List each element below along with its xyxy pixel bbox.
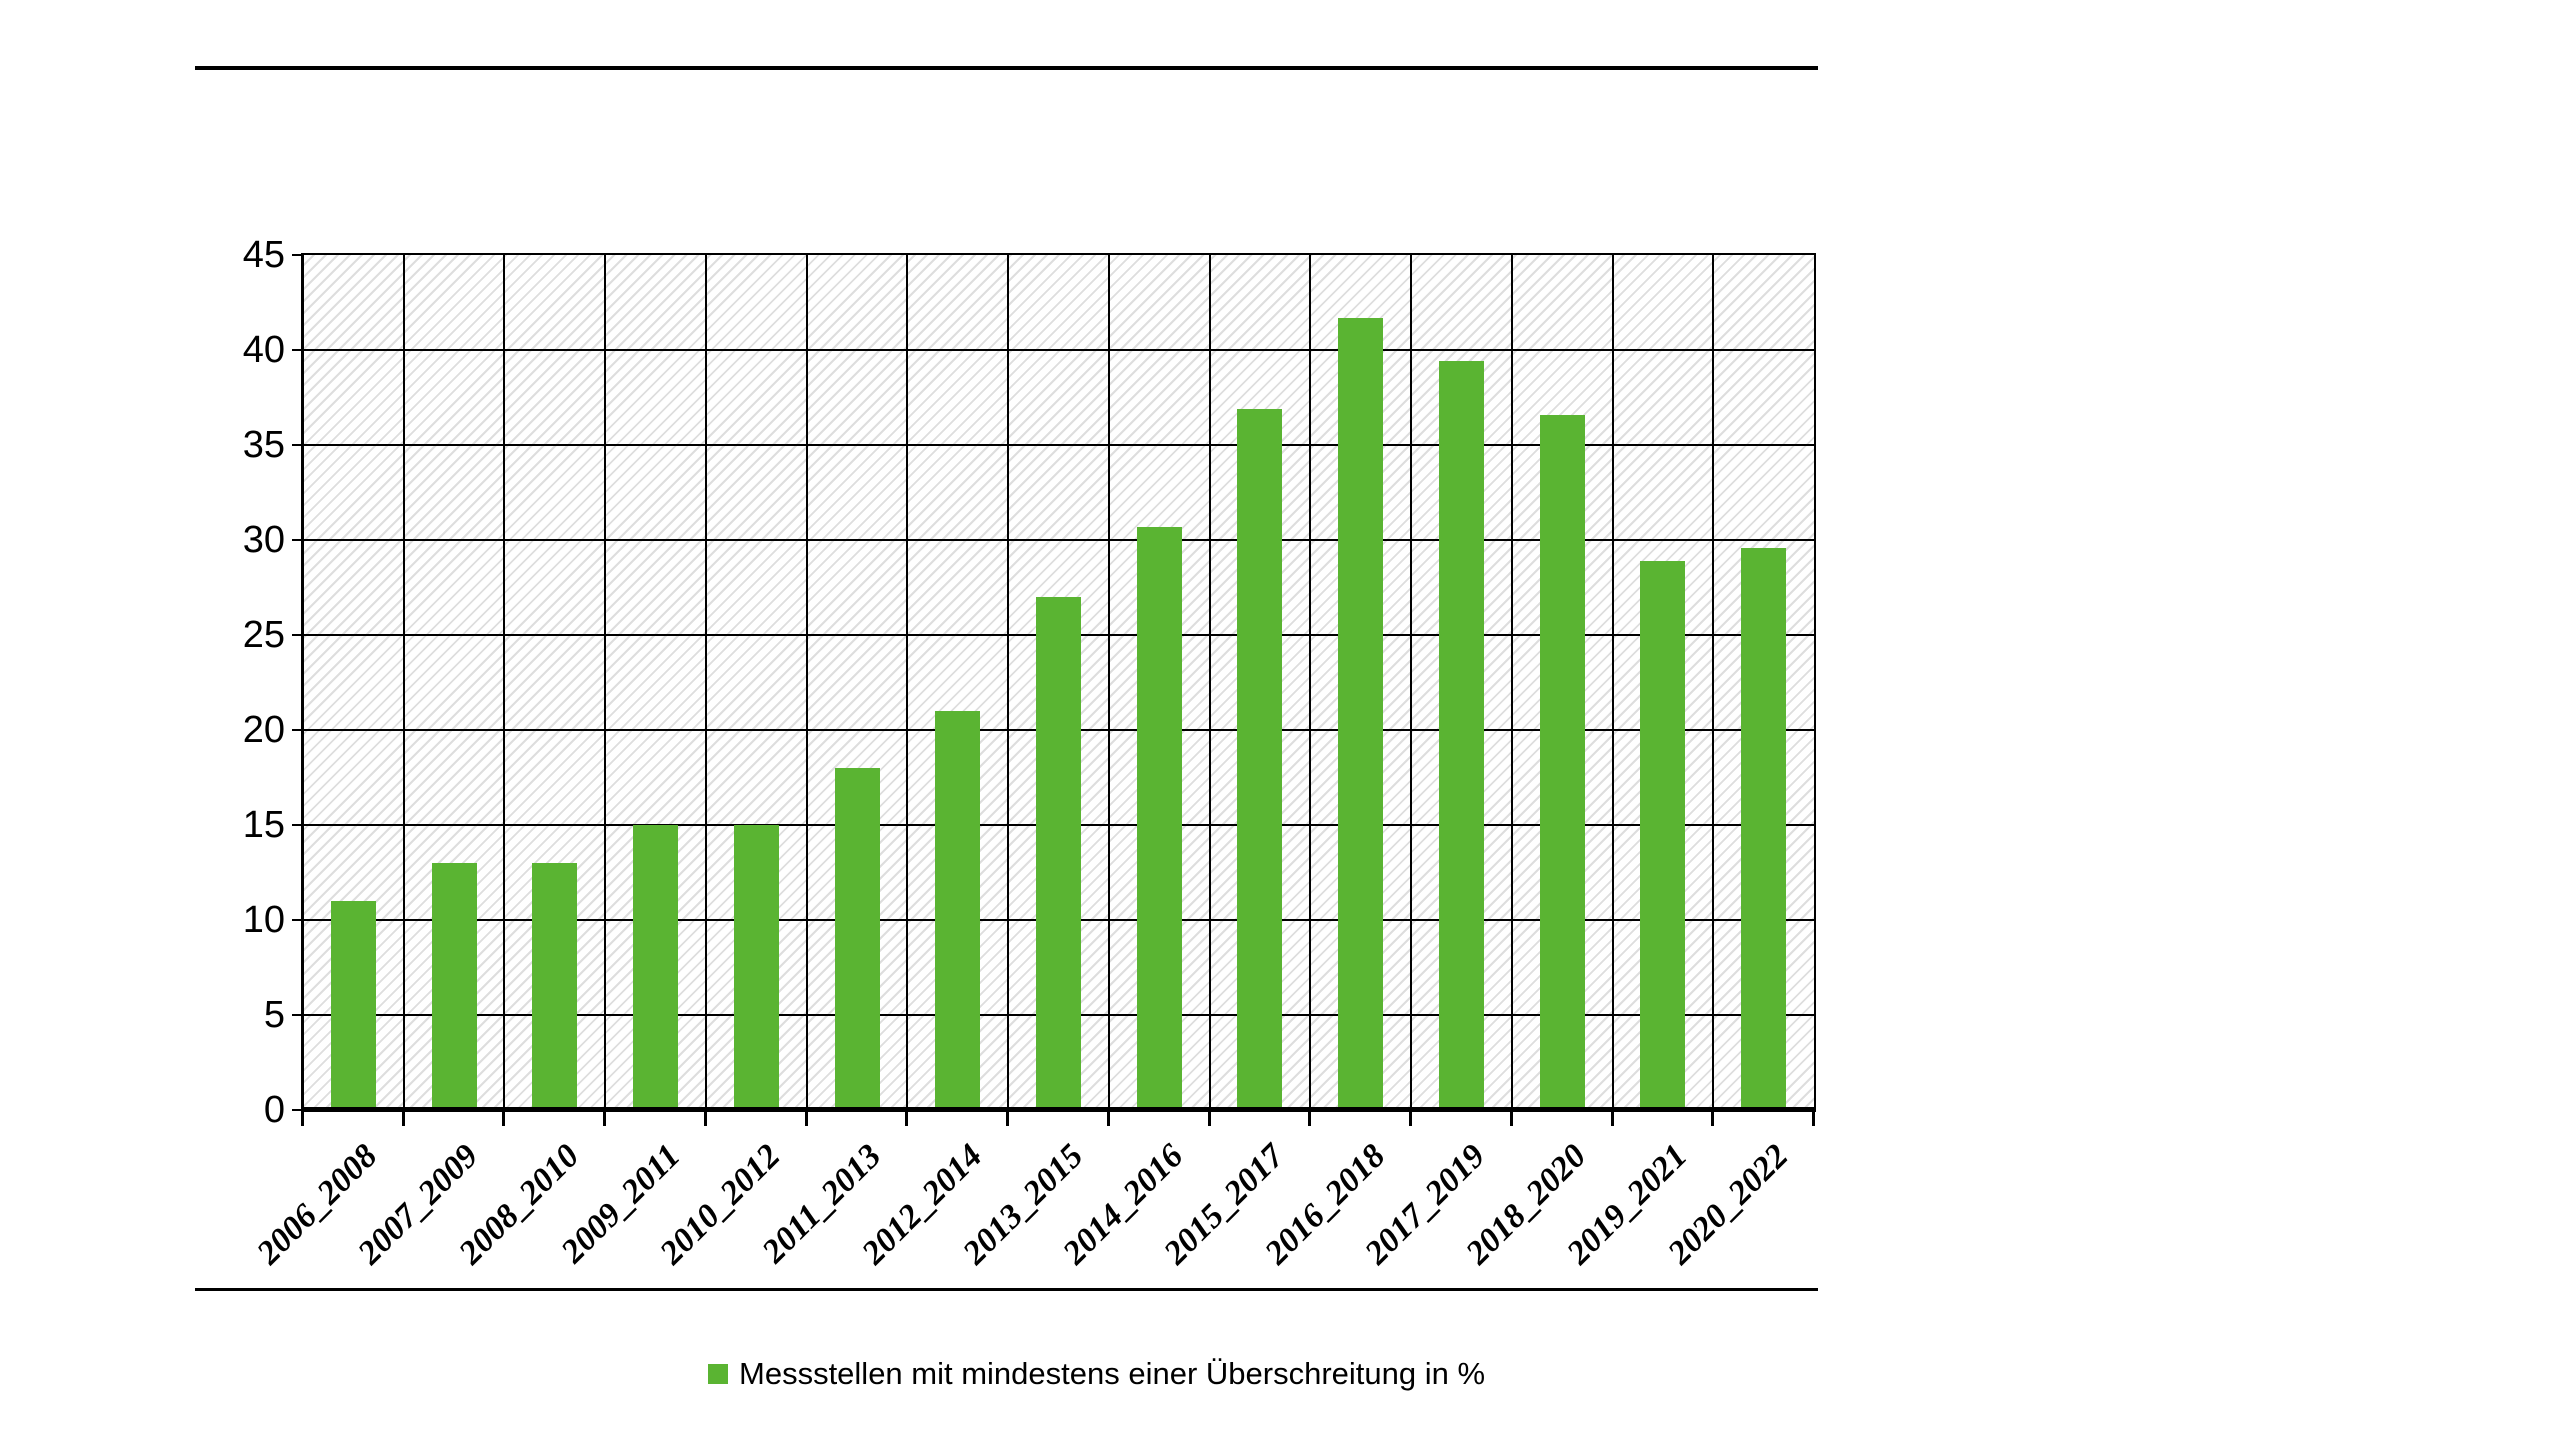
gridline-v: [402, 255, 405, 1110]
bar-2015_2017: [1237, 408, 1283, 1110]
legend: Messstellen mit mindestens einer Übersch…: [708, 1356, 1485, 1392]
y-axis-label: 30: [242, 519, 285, 561]
gridline-v: [1107, 255, 1110, 1110]
bar-2012_2014: [935, 711, 981, 1110]
bar-2019_2021: [1640, 560, 1686, 1110]
legend-label: Messstellen mit mindestens einer Übersch…: [739, 1356, 1486, 1391]
y-axis-label: 20: [242, 709, 285, 751]
x-axis-tick: [1106, 1112, 1110, 1126]
y-axis-tick: [292, 444, 301, 446]
x-axis-line: [301, 1107, 1816, 1112]
y-axis-tick: [292, 539, 301, 541]
gridline-h: [303, 539, 1814, 541]
bar-2010_2012: [733, 825, 779, 1110]
y-axis-tick: [292, 254, 301, 256]
bar-2013_2015: [1036, 597, 1081, 1110]
bar-2017_2019: [1438, 361, 1484, 1110]
bar-2014_2016: [1136, 526, 1182, 1110]
gridline-v: [1712, 255, 1715, 1110]
y-axis-label: 0: [263, 1089, 285, 1131]
x-axis-tick: [301, 1112, 304, 1126]
x-axis-tick: [502, 1112, 506, 1126]
bar-2011_2013: [834, 768, 880, 1110]
gridline-v: [805, 255, 808, 1110]
y-axis-label: 40: [242, 329, 285, 371]
x-axis-tick: [804, 1112, 808, 1126]
y-axis-label: 5: [263, 994, 285, 1036]
x-axis-tick: [905, 1112, 909, 1126]
plot-area: [301, 253, 1816, 1112]
x-axis-tick: [703, 1112, 707, 1126]
gridline-v: [1208, 255, 1211, 1110]
y-axis-tick: [292, 634, 301, 636]
y-axis-line: [301, 253, 304, 1112]
y-axis-tick: [292, 1014, 301, 1016]
bar-2007_2009: [431, 863, 477, 1110]
y-axis-tick: [292, 824, 301, 826]
gridline-v: [1410, 255, 1413, 1110]
gridline-h: [303, 349, 1814, 351]
x-axis-tick: [1409, 1112, 1413, 1126]
x-axis-tick: [603, 1112, 607, 1126]
gridline-v: [1007, 255, 1010, 1110]
x-axis-tick: [1711, 1112, 1715, 1126]
y-axis-label: 45: [242, 234, 285, 276]
x-axis-tick: [1207, 1112, 1211, 1126]
bar-2008_2010: [532, 863, 578, 1110]
gridline-h: [303, 444, 1814, 446]
x-axis-tick: [1509, 1112, 1513, 1126]
y-axis-tick: [292, 1109, 301, 1111]
bar-2009_2011: [633, 825, 679, 1110]
y-axis-label: 15: [242, 804, 285, 846]
bar-2006_2008: [330, 901, 376, 1110]
gridline-v: [1510, 255, 1513, 1110]
legend-swatch-icon: [708, 1364, 728, 1384]
y-axis-tick: [292, 349, 301, 351]
y-axis-tick: [292, 919, 301, 921]
y-axis-label: 25: [242, 614, 285, 656]
y-axis-label: 35: [242, 424, 285, 466]
gridline-v: [1611, 255, 1614, 1110]
x-axis-tick: [1308, 1112, 1312, 1126]
bar-2016_2018: [1338, 317, 1384, 1110]
x-axis-tick: [1006, 1112, 1010, 1126]
gridline-v: [604, 255, 607, 1110]
bottom-rule: [195, 1288, 1818, 1291]
x-axis-tick: [1812, 1112, 1815, 1126]
gridline-v: [906, 255, 909, 1110]
bar-2020_2022: [1741, 547, 1787, 1110]
gridline-v: [503, 255, 506, 1110]
y-axis-tick: [292, 729, 301, 731]
top-rule: [195, 66, 1818, 70]
gridline-v: [1309, 255, 1312, 1110]
gridline-v: [704, 255, 707, 1110]
y-axis-label: 10: [242, 899, 285, 941]
x-axis-tick: [401, 1112, 405, 1126]
x-axis-tick: [1610, 1112, 1614, 1126]
bar-2018_2020: [1539, 414, 1585, 1110]
